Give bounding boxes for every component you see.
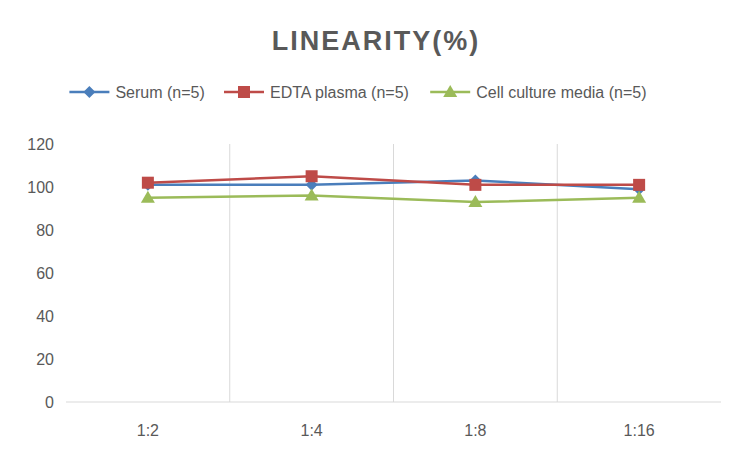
y-tick-label: 20 <box>36 351 54 368</box>
grid-line <box>557 144 558 402</box>
plot <box>141 170 646 207</box>
legend-marker <box>443 85 457 97</box>
series-line <box>148 196 639 202</box>
series-marker <box>468 195 482 207</box>
y-tick-label: 100 <box>27 179 54 196</box>
series-marker <box>469 179 481 191</box>
x-axis <box>66 402 721 403</box>
legend-marker <box>238 86 250 98</box>
tick-mark <box>63 187 66 188</box>
grid <box>63 144 557 402</box>
legend-label: Serum (n=5) <box>115 84 204 101</box>
x-tick-label: 1:2 <box>137 422 159 439</box>
title: LINEARITY(%) <box>272 26 481 56</box>
tick-mark <box>63 230 66 231</box>
legend-label: EDTA plasma (n=5) <box>270 84 409 101</box>
series-marker <box>141 191 155 203</box>
tick-mark <box>63 316 66 317</box>
tick-mark <box>63 273 66 274</box>
legend-label: Cell culture media (n=5) <box>476 84 646 101</box>
y-tick-label: 40 <box>36 308 54 325</box>
series-marker <box>142 177 154 189</box>
y-tick-label: 60 <box>36 265 54 282</box>
x-tick-label: 1:4 <box>301 422 323 439</box>
x-tick-label: 1:8 <box>464 422 486 439</box>
y-tick-label: 0 <box>45 394 54 411</box>
y-tick-label: 80 <box>36 222 54 239</box>
series-marker <box>306 170 318 182</box>
chart: LINEARITY(%) Serum (n=5) EDTA plasma (n=5)… <box>0 0 752 452</box>
series-marker <box>305 189 319 201</box>
x-tick-label: 1:16 <box>624 422 655 439</box>
legend: Serum (n=5) EDTA plasma (n=5) Cell culture… <box>69 84 646 101</box>
tick-mark <box>63 402 66 403</box>
legend-marker <box>83 86 95 98</box>
series-line <box>148 176 639 185</box>
tick-mark <box>63 144 66 145</box>
series-marker <box>633 179 645 191</box>
background <box>0 0 752 452</box>
series-marker <box>632 191 646 203</box>
y-tick-label: 120 <box>27 136 54 153</box>
grid-line <box>229 144 230 402</box>
tick-mark <box>63 359 66 360</box>
